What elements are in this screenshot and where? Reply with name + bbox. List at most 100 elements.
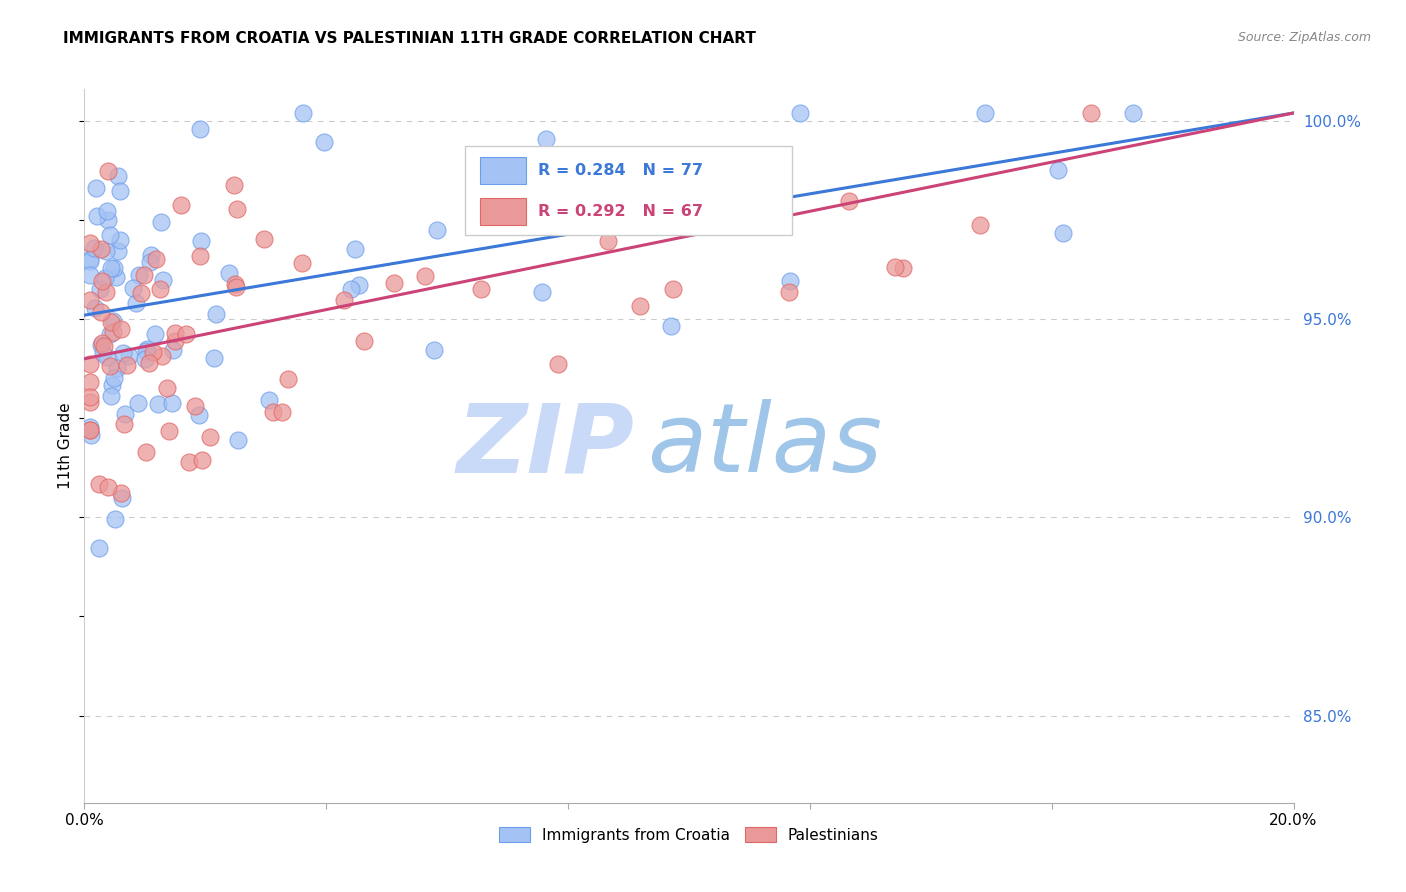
Point bbox=[225, 279, 247, 293]
Point bbox=[84, 301, 107, 315]
Point bbox=[125, 296, 148, 310]
Text: atlas: atlas bbox=[647, 400, 882, 492]
Point bbox=[79, 268, 101, 282]
Point bbox=[202, 351, 225, 365]
Point bbox=[105, 361, 128, 376]
Point bbox=[129, 286, 152, 301]
Point bbox=[79, 423, 101, 437]
Point bbox=[179, 455, 201, 469]
Y-axis label: 11th Grade: 11th Grade bbox=[58, 402, 73, 490]
Point bbox=[190, 121, 212, 136]
Point bbox=[89, 477, 111, 491]
Point bbox=[103, 261, 125, 276]
Point bbox=[93, 339, 115, 353]
Point bbox=[90, 274, 112, 288]
Point bbox=[162, 343, 184, 357]
Point bbox=[332, 293, 354, 307]
Point bbox=[94, 285, 117, 299]
Point bbox=[1080, 106, 1102, 120]
Point bbox=[184, 399, 207, 413]
Point bbox=[100, 315, 122, 329]
Point bbox=[90, 305, 112, 319]
Point bbox=[224, 277, 246, 292]
Point bbox=[598, 235, 620, 249]
Point bbox=[145, 252, 167, 266]
Point bbox=[90, 242, 112, 256]
Point bbox=[104, 269, 127, 284]
Point bbox=[143, 326, 166, 341]
Point bbox=[103, 371, 125, 385]
Point bbox=[134, 268, 156, 283]
Point bbox=[662, 282, 685, 296]
Point bbox=[536, 132, 558, 146]
Point bbox=[79, 252, 101, 267]
FancyBboxPatch shape bbox=[465, 146, 792, 235]
Point bbox=[891, 260, 914, 275]
Point bbox=[112, 417, 135, 431]
Point bbox=[108, 233, 131, 247]
Point bbox=[138, 255, 160, 269]
Point bbox=[277, 372, 299, 386]
Point bbox=[141, 247, 163, 261]
Point bbox=[226, 433, 249, 447]
Point bbox=[271, 404, 294, 418]
Point bbox=[312, 135, 335, 149]
FancyBboxPatch shape bbox=[479, 198, 526, 225]
Point bbox=[292, 106, 315, 120]
Point bbox=[349, 277, 371, 292]
Point bbox=[135, 344, 157, 359]
Point bbox=[96, 203, 118, 218]
Point bbox=[188, 249, 211, 263]
Point bbox=[218, 266, 240, 280]
Point bbox=[117, 358, 139, 372]
Text: ZIP: ZIP bbox=[457, 400, 634, 492]
Point bbox=[79, 293, 101, 307]
Point bbox=[134, 351, 156, 366]
Point bbox=[79, 235, 101, 250]
Point bbox=[422, 343, 444, 357]
Point bbox=[96, 350, 118, 364]
Point bbox=[104, 512, 127, 526]
Point bbox=[111, 491, 134, 505]
Point bbox=[1122, 106, 1144, 120]
Point bbox=[969, 218, 991, 232]
Point bbox=[883, 260, 905, 274]
Point bbox=[97, 480, 120, 494]
Point bbox=[110, 321, 132, 335]
Point bbox=[838, 194, 860, 208]
Point bbox=[156, 381, 179, 395]
Point bbox=[413, 269, 436, 284]
Point bbox=[547, 357, 569, 371]
Point bbox=[98, 359, 121, 373]
Point bbox=[128, 268, 150, 282]
FancyBboxPatch shape bbox=[479, 157, 526, 184]
Text: R = 0.292   N = 67: R = 0.292 N = 67 bbox=[538, 204, 703, 219]
Point bbox=[91, 345, 114, 359]
Point bbox=[108, 184, 131, 198]
Point bbox=[974, 106, 997, 120]
Point bbox=[114, 408, 136, 422]
Point bbox=[1046, 162, 1069, 177]
Point bbox=[353, 334, 375, 349]
Legend: Immigrants from Croatia, Palestinians: Immigrants from Croatia, Palestinians bbox=[494, 821, 884, 848]
Point bbox=[103, 313, 125, 327]
Text: IMMIGRANTS FROM CROATIA VS PALESTINIAN 11TH GRADE CORRELATION CHART: IMMIGRANTS FROM CROATIA VS PALESTINIAN 1… bbox=[63, 31, 756, 46]
Point bbox=[205, 307, 228, 321]
Point bbox=[159, 424, 181, 438]
Point bbox=[118, 349, 141, 363]
Point bbox=[100, 261, 122, 276]
Point bbox=[84, 181, 107, 195]
Point bbox=[772, 219, 794, 234]
Point bbox=[659, 319, 682, 334]
Point bbox=[779, 274, 801, 288]
Point bbox=[90, 338, 112, 352]
Point bbox=[100, 389, 122, 403]
Point bbox=[91, 336, 114, 351]
Point bbox=[198, 430, 221, 444]
Point bbox=[89, 541, 111, 555]
Point bbox=[165, 334, 187, 348]
Point bbox=[98, 326, 121, 341]
Point bbox=[187, 408, 209, 422]
Point bbox=[89, 281, 111, 295]
Point bbox=[94, 271, 117, 285]
